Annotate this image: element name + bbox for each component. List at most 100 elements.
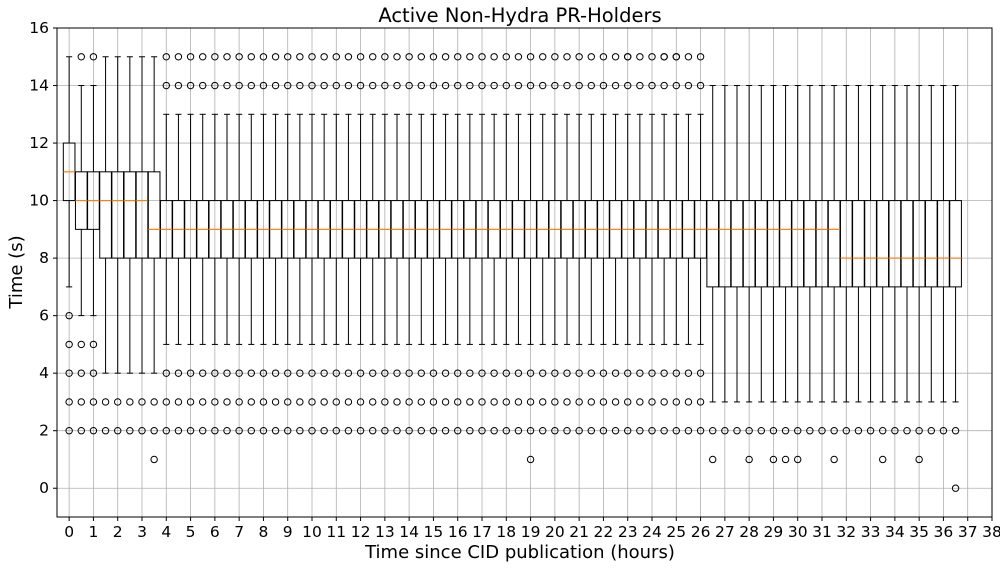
x-axis-title: Time since CID publication (hours) <box>364 542 675 563</box>
outlier-point <box>696 398 705 406</box>
outlier-point <box>417 398 425 406</box>
outlier-point <box>526 81 535 90</box>
y-axis-title: Time (s) <box>6 235 27 309</box>
y-tick-label: 6 <box>39 307 49 325</box>
x-tick-label: 8 <box>258 523 268 541</box>
x-tick-label: 34 <box>885 523 905 541</box>
outlier-point <box>563 53 571 61</box>
outlier-point <box>587 81 595 90</box>
x-tick-label: 0 <box>64 523 74 541</box>
outlier-point <box>89 398 98 406</box>
outlier-point <box>320 53 328 61</box>
outlier-point <box>454 81 462 90</box>
outlier-point <box>308 427 316 435</box>
outlier-point <box>672 53 680 61</box>
outlier-point <box>951 484 960 492</box>
outlier-point <box>636 427 644 435</box>
outlier-point <box>903 427 911 435</box>
outlier-point <box>393 398 401 406</box>
outlier-point <box>114 398 122 406</box>
outlier-point <box>308 398 316 406</box>
outlier-point <box>563 369 571 377</box>
outlier-point <box>247 369 255 377</box>
outlier-point <box>429 53 438 61</box>
x-tick-label: 5 <box>186 523 196 541</box>
x-tick-label: 3 <box>137 523 147 541</box>
outlier-point <box>684 53 693 61</box>
x-tick-label: 21 <box>569 523 589 541</box>
outlier-point <box>393 427 401 435</box>
outlier-point <box>65 398 73 406</box>
outlier-point <box>332 81 340 90</box>
outlier-point <box>563 398 571 406</box>
outlier-point <box>405 427 413 435</box>
outlier-point <box>211 398 219 406</box>
outlier-point <box>539 369 547 377</box>
outlier-point <box>174 53 183 61</box>
outlier-point <box>563 427 571 435</box>
outlier-point <box>490 398 498 406</box>
outlier-point <box>126 398 134 406</box>
outlier-point <box>405 81 413 90</box>
outlier-point <box>405 369 413 377</box>
outlier-point <box>441 369 450 377</box>
outlier-point <box>429 427 438 435</box>
outlier-point <box>308 81 316 90</box>
outlier-point <box>514 427 523 435</box>
outlier-point <box>247 398 255 406</box>
outlier-point <box>599 81 608 90</box>
outlier-point <box>769 455 778 464</box>
outlier-point <box>624 398 632 406</box>
x-tick-label: 17 <box>472 523 492 541</box>
outlier-point <box>284 53 292 61</box>
outlier-point <box>308 369 316 377</box>
outlier-point <box>223 53 231 61</box>
outlier-point <box>429 369 438 377</box>
outlier-point <box>830 455 838 464</box>
outlier-point <box>551 427 559 435</box>
x-tick-label: 25 <box>666 523 686 541</box>
outlier-point <box>393 81 401 90</box>
outlier-point <box>199 369 207 377</box>
outlier-point <box>332 398 340 406</box>
y-tick-label: 0 <box>39 479 49 497</box>
outlier-point <box>89 369 98 377</box>
outlier-point <box>101 427 110 435</box>
outlier-point <box>356 427 365 435</box>
outlier-point <box>526 369 535 377</box>
outlier-point <box>551 53 559 61</box>
outlier-point <box>951 427 960 435</box>
outlier-point <box>174 427 183 435</box>
iqr-box <box>123 171 137 259</box>
outlier-point <box>320 427 328 435</box>
x-tick-label: 20 <box>545 523 565 541</box>
outlier-point <box>441 398 450 406</box>
outlier-point <box>356 53 365 61</box>
y-tick-label: 8 <box>39 249 49 267</box>
x-tick-label: 30 <box>788 523 808 541</box>
outlier-point <box>186 398 195 406</box>
iqr-box <box>803 200 817 288</box>
outlier-point <box>818 427 826 435</box>
iqr-box <box>949 200 962 288</box>
outlier-point <box>417 81 425 90</box>
box-layer <box>62 56 962 403</box>
outlier-point <box>429 398 438 406</box>
outlier-point <box>466 53 474 61</box>
outlier-point <box>199 398 207 406</box>
outlier-point <box>296 53 304 61</box>
outlier-point <box>284 427 292 435</box>
outlier-point <box>211 427 219 435</box>
outlier-point <box>478 427 486 435</box>
x-tick-label: 22 <box>594 523 614 541</box>
outlier-point <box>599 53 608 61</box>
outlier-point <box>89 427 98 435</box>
outlier-point <box>526 455 535 464</box>
outlier-point <box>247 53 255 61</box>
outlier-point <box>381 398 389 406</box>
outlier-point <box>393 369 401 377</box>
iqr-box <box>754 200 768 288</box>
outlier-point <box>648 398 656 406</box>
outlier-point <box>514 369 523 377</box>
